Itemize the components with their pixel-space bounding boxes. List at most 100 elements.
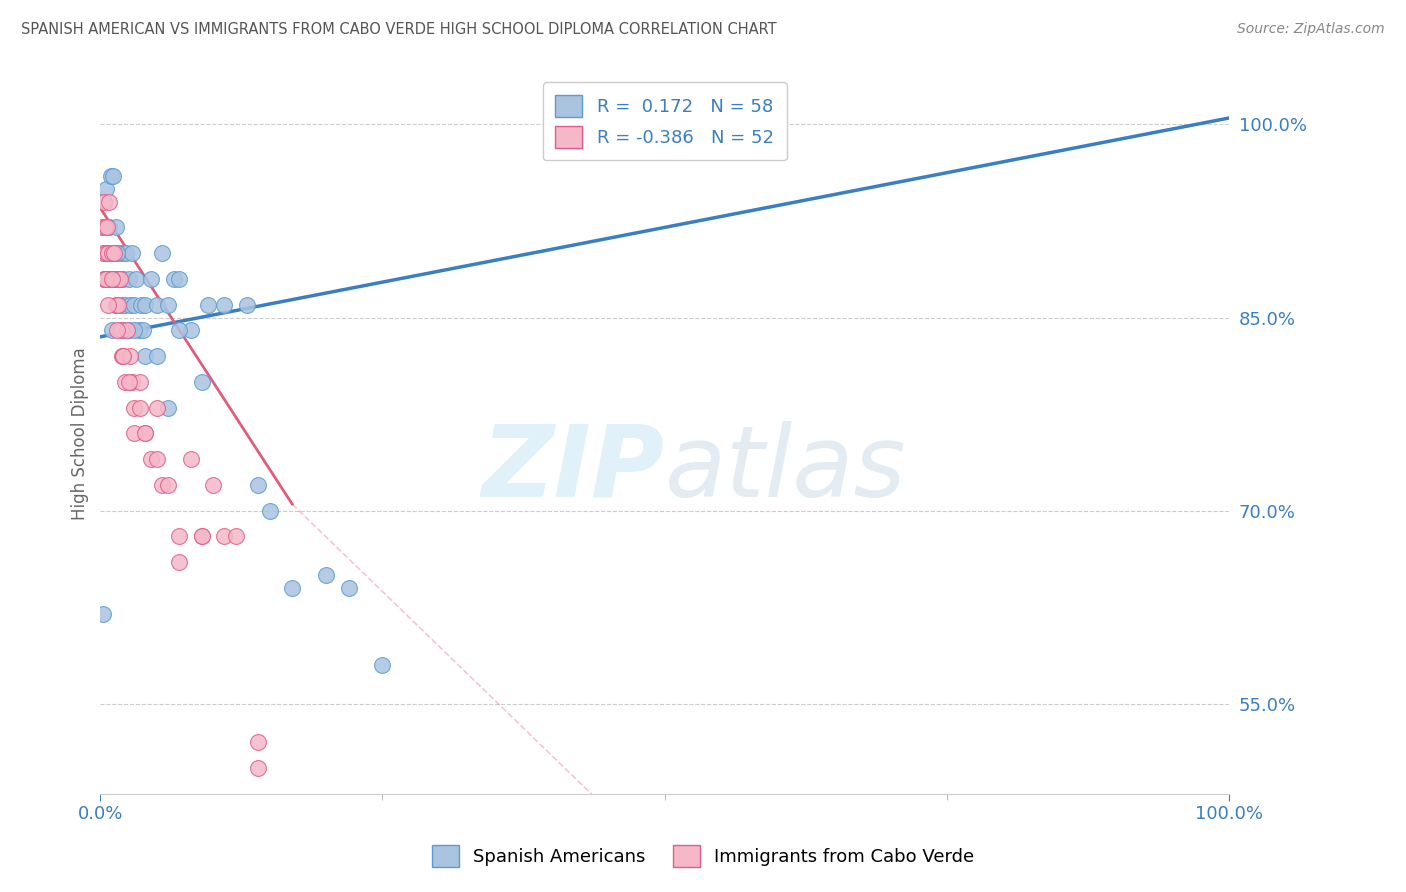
Point xyxy=(100,272,122,286)
Point xyxy=(134,426,156,441)
Point xyxy=(115,246,138,260)
Point xyxy=(169,323,191,337)
Point xyxy=(90,220,112,235)
Point xyxy=(98,194,121,209)
Point xyxy=(202,478,225,492)
Point xyxy=(146,349,169,363)
Point xyxy=(100,323,122,337)
Point xyxy=(236,298,259,312)
Point xyxy=(121,375,143,389)
Point xyxy=(105,323,128,337)
Point xyxy=(122,401,145,415)
Point xyxy=(91,246,114,260)
Point xyxy=(110,323,132,337)
Point xyxy=(96,272,118,286)
Point xyxy=(111,349,134,363)
Point xyxy=(247,478,270,492)
Point xyxy=(128,323,150,337)
Point xyxy=(125,272,148,286)
Point xyxy=(152,478,174,492)
Point xyxy=(247,735,270,749)
Point xyxy=(105,272,128,286)
Point xyxy=(371,657,394,672)
Point xyxy=(180,452,202,467)
Point xyxy=(96,220,118,235)
Point xyxy=(105,298,128,312)
Point xyxy=(103,246,125,260)
Point xyxy=(157,478,180,492)
Point xyxy=(129,298,152,312)
Point xyxy=(121,246,143,260)
Point xyxy=(111,349,134,363)
Point xyxy=(97,246,120,260)
Point xyxy=(111,349,134,363)
Text: SPANISH AMERICAN VS IMMIGRANTS FROM CABO VERDE HIGH SCHOOL DIPLOMA CORRELATION C: SPANISH AMERICAN VS IMMIGRANTS FROM CABO… xyxy=(21,22,776,37)
Point xyxy=(93,194,115,209)
Point xyxy=(169,272,191,286)
Point xyxy=(197,298,219,312)
Point xyxy=(169,555,191,569)
Point xyxy=(101,272,124,286)
Point xyxy=(128,401,150,415)
Text: Source: ZipAtlas.com: Source: ZipAtlas.com xyxy=(1237,22,1385,37)
Point xyxy=(114,375,136,389)
Point xyxy=(94,246,117,260)
Point xyxy=(104,272,127,286)
Point xyxy=(100,246,122,260)
Point xyxy=(247,761,270,775)
Point xyxy=(214,529,236,543)
Point xyxy=(132,323,155,337)
Point xyxy=(337,581,360,595)
Point xyxy=(157,401,180,415)
Point xyxy=(108,272,131,286)
Point xyxy=(105,220,128,235)
Legend: Spanish Americans, Immigrants from Cabo Verde: Spanish Americans, Immigrants from Cabo … xyxy=(425,838,981,874)
Point xyxy=(93,272,115,286)
Point xyxy=(108,246,131,260)
Point xyxy=(94,182,117,196)
Point xyxy=(103,246,125,260)
Point xyxy=(315,567,337,582)
Point xyxy=(134,349,156,363)
Point xyxy=(93,272,115,286)
Point xyxy=(114,298,136,312)
Point xyxy=(281,581,304,595)
Point xyxy=(118,298,141,312)
Point xyxy=(105,246,128,260)
Point xyxy=(94,272,117,286)
Point xyxy=(117,375,139,389)
Point xyxy=(107,298,129,312)
Point xyxy=(97,298,120,312)
Point xyxy=(105,298,128,312)
Point xyxy=(111,323,134,337)
Point xyxy=(180,323,202,337)
Point xyxy=(100,169,122,183)
Point xyxy=(146,452,169,467)
Point xyxy=(169,529,191,543)
Point xyxy=(139,452,162,467)
Point xyxy=(134,298,156,312)
Point xyxy=(225,529,247,543)
Point xyxy=(128,375,150,389)
Point xyxy=(122,426,145,441)
Point xyxy=(100,272,122,286)
Point xyxy=(122,298,145,312)
Point xyxy=(191,529,214,543)
Point xyxy=(152,246,174,260)
Point xyxy=(157,298,180,312)
Point xyxy=(118,349,141,363)
Legend: R =  0.172   N = 58, R = -0.386   N = 52: R = 0.172 N = 58, R = -0.386 N = 52 xyxy=(543,82,786,161)
Point xyxy=(97,272,120,286)
Point xyxy=(104,272,127,286)
Point xyxy=(146,401,169,415)
Point xyxy=(101,169,124,183)
Point xyxy=(111,272,134,286)
Point xyxy=(112,246,135,260)
Text: ZIP: ZIP xyxy=(482,421,665,518)
Point xyxy=(134,426,156,441)
Point xyxy=(91,607,114,621)
Y-axis label: High School Diploma: High School Diploma xyxy=(72,347,89,520)
Point xyxy=(107,272,129,286)
Point xyxy=(562,118,585,132)
Point xyxy=(94,246,117,260)
